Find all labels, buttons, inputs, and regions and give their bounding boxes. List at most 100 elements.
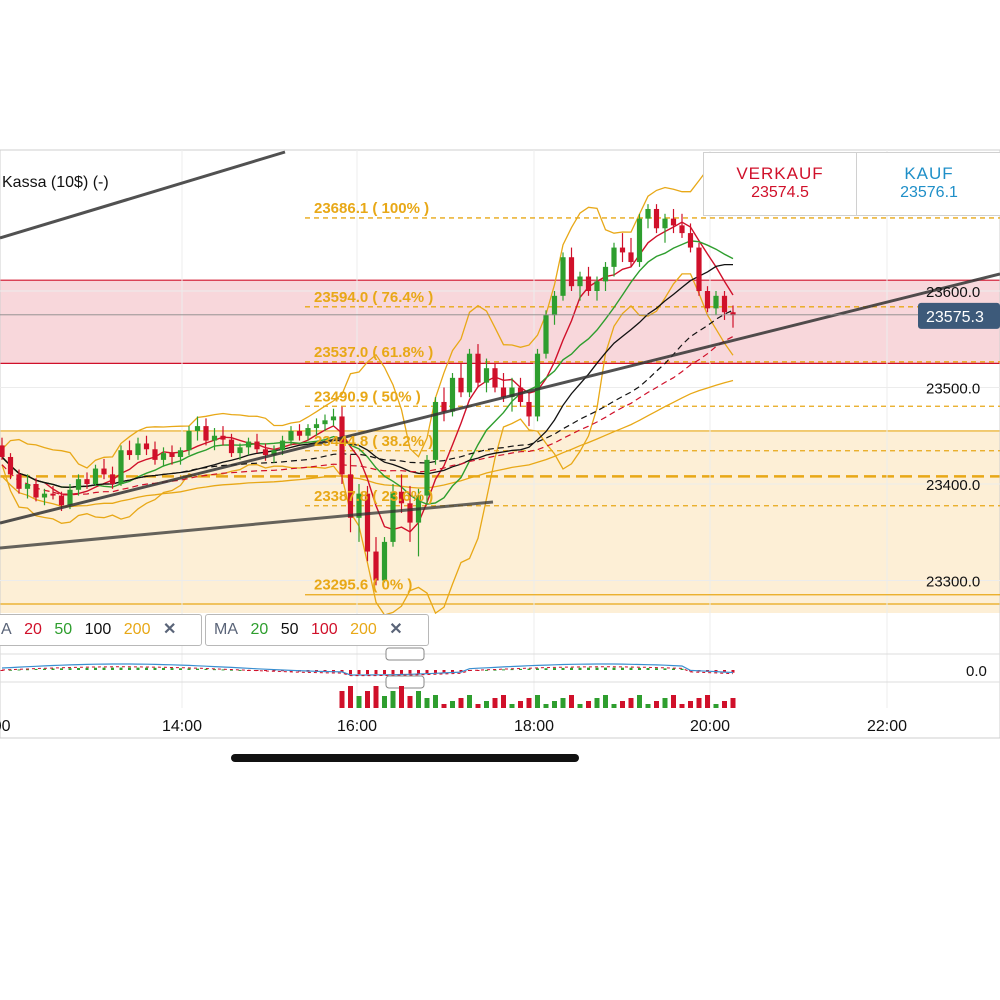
- candle-up: [237, 447, 243, 454]
- fib-label: 23537.0 ( 61.8% ): [314, 344, 433, 361]
- oscillator-bar: [94, 667, 97, 670]
- oscillator-bar: [153, 667, 157, 670]
- volume-bar: [705, 695, 710, 708]
- volume-bar: [654, 701, 659, 708]
- candle-up: [67, 489, 73, 506]
- candle-down: [143, 443, 150, 450]
- candle-up: [322, 420, 328, 425]
- sell-button[interactable]: VERKAUF 23574.5: [703, 152, 857, 216]
- indicator-legend-right[interactable]: MA 20 50 100 200 ✕: [205, 614, 429, 646]
- bollinger-upper: [1, 168, 734, 469]
- oscillator-bar: [510, 669, 514, 671]
- oscillator-bar: [434, 670, 437, 674]
- volume-bar: [450, 701, 455, 708]
- oscillator-bar: [213, 669, 216, 671]
- volume-bar: [696, 698, 702, 708]
- candle-down: [628, 252, 634, 263]
- price-tick-label: 23600.0: [926, 284, 980, 301]
- candle-down: [500, 387, 507, 398]
- candle-up: [662, 218, 668, 229]
- candle-down: [696, 247, 702, 291]
- oscillator-bar: [544, 668, 548, 670]
- oscillator-bar: [136, 667, 140, 670]
- oscillator-bar: [111, 667, 114, 670]
- candle-up: [118, 450, 124, 484]
- fib-label: 23387.8 ( 23.6% ): [314, 488, 433, 505]
- candle-down: [84, 479, 90, 484]
- candle-down: [704, 291, 711, 309]
- volume-bar: [501, 695, 506, 708]
- oscillator-bar: [77, 667, 80, 670]
- candle-down: [730, 312, 736, 316]
- candle-down: [262, 449, 269, 456]
- candle-down: [16, 474, 22, 489]
- candle-down: [492, 368, 498, 388]
- volume-bar: [458, 698, 464, 708]
- oscillator-bar: [485, 669, 488, 671]
- time-tick-label: 2:00: [0, 718, 11, 735]
- chart-frame: [0, 149, 1000, 739]
- trendline-upper: [0, 150, 286, 240]
- oscillator-bar: [119, 667, 123, 670]
- volume-bar: [560, 698, 566, 708]
- candle-down: [398, 491, 405, 504]
- oscillator-bar: [9, 669, 12, 671]
- close-icon[interactable]: ✕: [389, 621, 403, 638]
- oscillator-bar: [374, 670, 378, 675]
- candle-down: [33, 484, 39, 498]
- last-price-badge: [918, 302, 1000, 329]
- oscillator-bar: [646, 668, 650, 670]
- candle-up: [330, 416, 337, 421]
- candle-down: [339, 416, 345, 475]
- legend-ma200[interactable]: 200: [123, 621, 151, 638]
- time-tick-label: 14:00: [162, 718, 202, 735]
- home-indicator[interactable]: [231, 754, 579, 762]
- candle-up: [305, 428, 311, 436]
- ma50-line: [1, 240, 734, 505]
- indicator-legend-left[interactable]: A 20 50 100 200 ✕: [0, 614, 202, 646]
- legend-ma200[interactable]: 200: [350, 621, 377, 638]
- oscillator-bar: [638, 667, 641, 670]
- buy-button[interactable]: KAUF 23576.1: [856, 152, 1000, 216]
- legend-prefix: A: [1, 621, 12, 638]
- oscillator-bar: [561, 667, 565, 670]
- volume-bar: [543, 704, 549, 708]
- volume-bar: [390, 691, 396, 708]
- buy-price: 23576.1: [900, 184, 958, 201]
- close-icon[interactable]: ✕: [162, 621, 177, 638]
- candle-down: [203, 426, 209, 441]
- candle-down: [441, 401, 447, 412]
- candle-down: [169, 453, 175, 457]
- volume-bar: [356, 696, 362, 708]
- oscillator-bar: [0, 670, 4, 671]
- legend-ma100[interactable]: 100: [310, 621, 338, 638]
- bollinger-lower: [1, 273, 734, 616]
- support-zone: [0, 430, 1000, 613]
- oscillator-bar: [85, 667, 89, 670]
- candle-down: [475, 353, 481, 383]
- candle-up: [288, 430, 294, 441]
- candle-up: [24, 484, 31, 489]
- candle-up: [75, 479, 82, 490]
- legend-ma50[interactable]: 50: [280, 621, 299, 638]
- candle-up: [713, 295, 719, 309]
- candle-up: [245, 441, 252, 448]
- candle-down: [568, 257, 575, 287]
- oscillator-bar: [17, 669, 21, 671]
- oscillator-bar: [476, 670, 480, 671]
- instrument-title: Kassa (10$) (-): [2, 174, 109, 191]
- fib-label: 23444.8 ( 38.2% ): [314, 433, 433, 450]
- volume-bar: [365, 691, 370, 708]
- oscillator-bar: [723, 670, 726, 673]
- legend-ma20[interactable]: 20: [250, 621, 269, 638]
- legend-ma50[interactable]: 50: [54, 621, 73, 638]
- volume-bar: [339, 691, 345, 708]
- oscillator-bar: [553, 668, 556, 670]
- oscillator-bar: [128, 667, 131, 670]
- legend-ma100[interactable]: 100: [84, 621, 112, 638]
- volume-bar: [399, 686, 404, 708]
- legend-ma20[interactable]: 20: [24, 621, 42, 638]
- oscillator-bar: [43, 668, 46, 670]
- price-tick-label: 23300.0: [926, 574, 980, 591]
